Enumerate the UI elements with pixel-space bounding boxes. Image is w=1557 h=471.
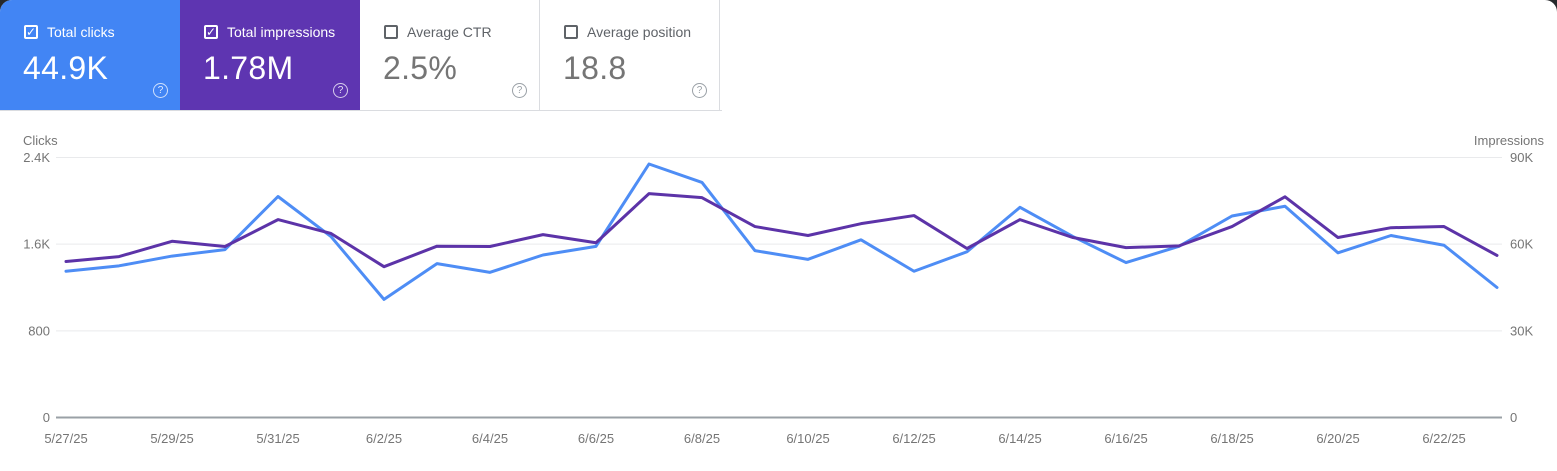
right-axis-tick: 30K [1510,323,1533,338]
x-axis-date-label: 6/12/25 [892,431,935,446]
help-icon[interactable]: ? [333,83,348,98]
help-icon[interactable]: ? [153,83,168,98]
total-clicks-value: 44.9K [23,50,109,86]
card-header: ✓ Total clicks [0,0,180,40]
x-axis-date-label: 6/22/25 [1422,431,1465,446]
x-axis-date-label: 6/6/25 [578,431,614,446]
average-position-value: 18.8 [563,50,627,86]
x-axis-date-label: 6/14/25 [998,431,1041,446]
x-axis-date-label: 6/2/25 [366,431,402,446]
left-axis-tick: 0 [43,410,50,425]
left-axis-title: Clicks [23,133,58,148]
performance-chart-svg[interactable]: 0 800 1.6K 2.4K 0 30K 60K 90K 5/27/25 5/29/25 5/3… [0,111,1557,471]
x-axis-date-label: 5/29/25 [150,431,193,446]
total-impressions-value: 1.78M [203,50,294,86]
left-axis-tick: 800 [28,323,50,338]
card-label: Average CTR [407,24,492,40]
card-label: Average position [587,24,692,40]
x-axis-date-label: 6/20/25 [1316,431,1359,446]
right-axis-tick: 90K [1510,150,1533,165]
right-axis-tick: 60K [1510,237,1533,252]
x-axis-date-label: 6/18/25 [1210,431,1253,446]
impressions-line [64,192,1499,269]
x-axis-date-label: 6/10/25 [786,431,829,446]
metric-cards-row: ✓ Total clicks 44.9K ? ✓ Total impressio… [0,0,722,111]
right-axis-title: Impressions [1473,133,1544,148]
x-axis-date-label: 5/27/25 [44,431,87,446]
card-header: ✓ Total impressions [180,0,360,40]
average-ctr-checkbox[interactable] [384,25,398,39]
average-ctr-value: 2.5% [383,50,458,86]
total-impressions-checkbox[interactable]: ✓ [204,25,218,39]
average-position-checkbox[interactable] [564,25,578,39]
card-total-impressions[interactable]: ✓ Total impressions 1.78M ? [180,0,360,110]
help-icon[interactable]: ? [512,83,527,98]
help-icon[interactable]: ? [692,83,707,98]
x-axis-date-label: 6/8/25 [684,431,720,446]
x-axis-date-label: 6/4/25 [472,431,508,446]
left-axis-tick: 2.4K [23,150,50,165]
x-axis-labels: 5/27/25 5/29/25 5/31/25 6/2/25 6/4/25 6/6/25 6… [44,431,1465,446]
card-label: Total impressions [227,24,336,40]
card-average-ctr[interactable]: Average CTR 2.5% ? [360,0,540,110]
x-axis-date-label: 6/16/25 [1104,431,1147,446]
card-header: Average CTR [360,0,539,40]
card-label: Total clicks [47,24,115,40]
x-axis-date-label: 5/31/25 [256,431,299,446]
performance-chart: Clicks Impressions 0 800 1.6K 2.4K 0 30K 60K 90… [0,111,1557,471]
right-axis-tick: 0 [1510,410,1517,425]
total-clicks-checkbox[interactable]: ✓ [24,25,38,39]
left-axis-tick: 1.6K [23,237,50,252]
gridlines [56,157,1502,419]
card-header: Average position [540,0,719,40]
chart-lines [64,162,1499,301]
card-total-clicks[interactable]: ✓ Total clicks 44.9K ? [0,0,180,110]
card-average-position[interactable]: Average position 18.8 ? [540,0,720,110]
axis-tick-labels: 0 800 1.6K 2.4K 0 30K 60K 90K [23,150,1533,425]
